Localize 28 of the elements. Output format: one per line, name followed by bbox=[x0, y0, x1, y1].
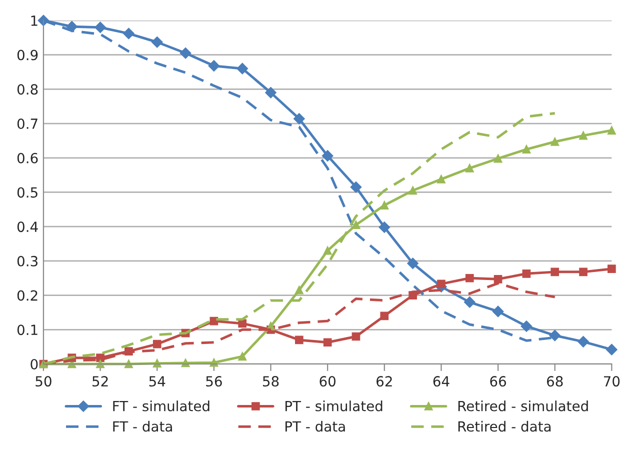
legend-label: Retired - data bbox=[458, 420, 551, 432]
x-tick-label: 64 bbox=[433, 376, 450, 387]
x-tick-label: 50 bbox=[36, 376, 52, 387]
legend-label: FT - simulated bbox=[113, 400, 210, 412]
y-tick-label: 0.2 bbox=[17, 290, 38, 301]
y-tick-label: 0 bbox=[30, 358, 38, 370]
x-tick-label: 62 bbox=[376, 376, 392, 387]
y-tick-label: 0.6 bbox=[17, 152, 38, 164]
x-tick-label: 56 bbox=[206, 376, 222, 387]
legend-label: PT - simulated bbox=[286, 400, 382, 412]
y-tick-label: 0.7 bbox=[17, 118, 38, 130]
y-tick-label: 0.8 bbox=[17, 84, 38, 95]
x-tick-label: 68 bbox=[546, 376, 563, 387]
legend-label: FT - data bbox=[113, 420, 172, 432]
x-tick-label: 52 bbox=[92, 376, 108, 387]
legend-label: Retired - simulated bbox=[458, 400, 588, 412]
x-tick-label: 60 bbox=[320, 376, 336, 387]
y-tick-label: 0.3 bbox=[17, 256, 38, 266]
x-tick-label: 58 bbox=[262, 376, 279, 387]
legend-label: PT - data bbox=[286, 420, 345, 432]
y-tick-label: 0.1 bbox=[17, 324, 38, 336]
x-tick-label: 54 bbox=[149, 376, 166, 387]
y-tick-label: 1 bbox=[31, 16, 38, 26]
y-tick-label: 0.4 bbox=[17, 222, 38, 232]
x-tick-label: 70 bbox=[604, 376, 620, 387]
y-tick-label: 0.5 bbox=[17, 187, 38, 198]
y-tick-label: 0.9 bbox=[17, 50, 38, 60]
x-tick-label: 66 bbox=[490, 376, 506, 387]
